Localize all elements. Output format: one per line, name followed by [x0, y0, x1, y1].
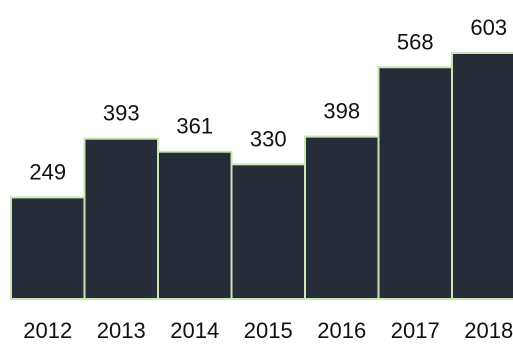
bar-2012 [10, 196, 86, 300]
x-tick-label-2012: 2012 [23, 318, 72, 343]
value-labels-layer: 249 393 361 330 398 568 603 [29, 15, 507, 184]
x-tick-label-2013: 2013 [97, 318, 146, 343]
value-label-2012: 249 [29, 159, 66, 184]
bar-2018 [451, 52, 513, 300]
x-tick-label-2016: 2016 [317, 318, 366, 343]
value-label-2015: 330 [250, 126, 287, 151]
value-label-2017: 568 [397, 29, 434, 54]
x-tick-label-2018: 2018 [464, 318, 513, 343]
bar-2017 [377, 66, 453, 300]
bar-2014 [157, 150, 233, 300]
x-tick-label-2014: 2014 [170, 318, 219, 343]
bar-2015 [230, 163, 306, 300]
x-axis-tick-labels: 2012 2013 2014 2015 2016 2017 2018 [23, 318, 513, 343]
bar-2013 [83, 137, 159, 300]
bars-layer [10, 52, 513, 300]
value-label-2013: 393 [103, 101, 140, 126]
value-label-2016: 398 [323, 99, 360, 124]
value-label-2018: 603 [470, 15, 507, 40]
x-tick-label-2015: 2015 [244, 318, 293, 343]
value-label-2014: 361 [176, 114, 213, 139]
x-tick-label-2017: 2017 [391, 318, 440, 343]
bar-2016 [304, 135, 380, 300]
